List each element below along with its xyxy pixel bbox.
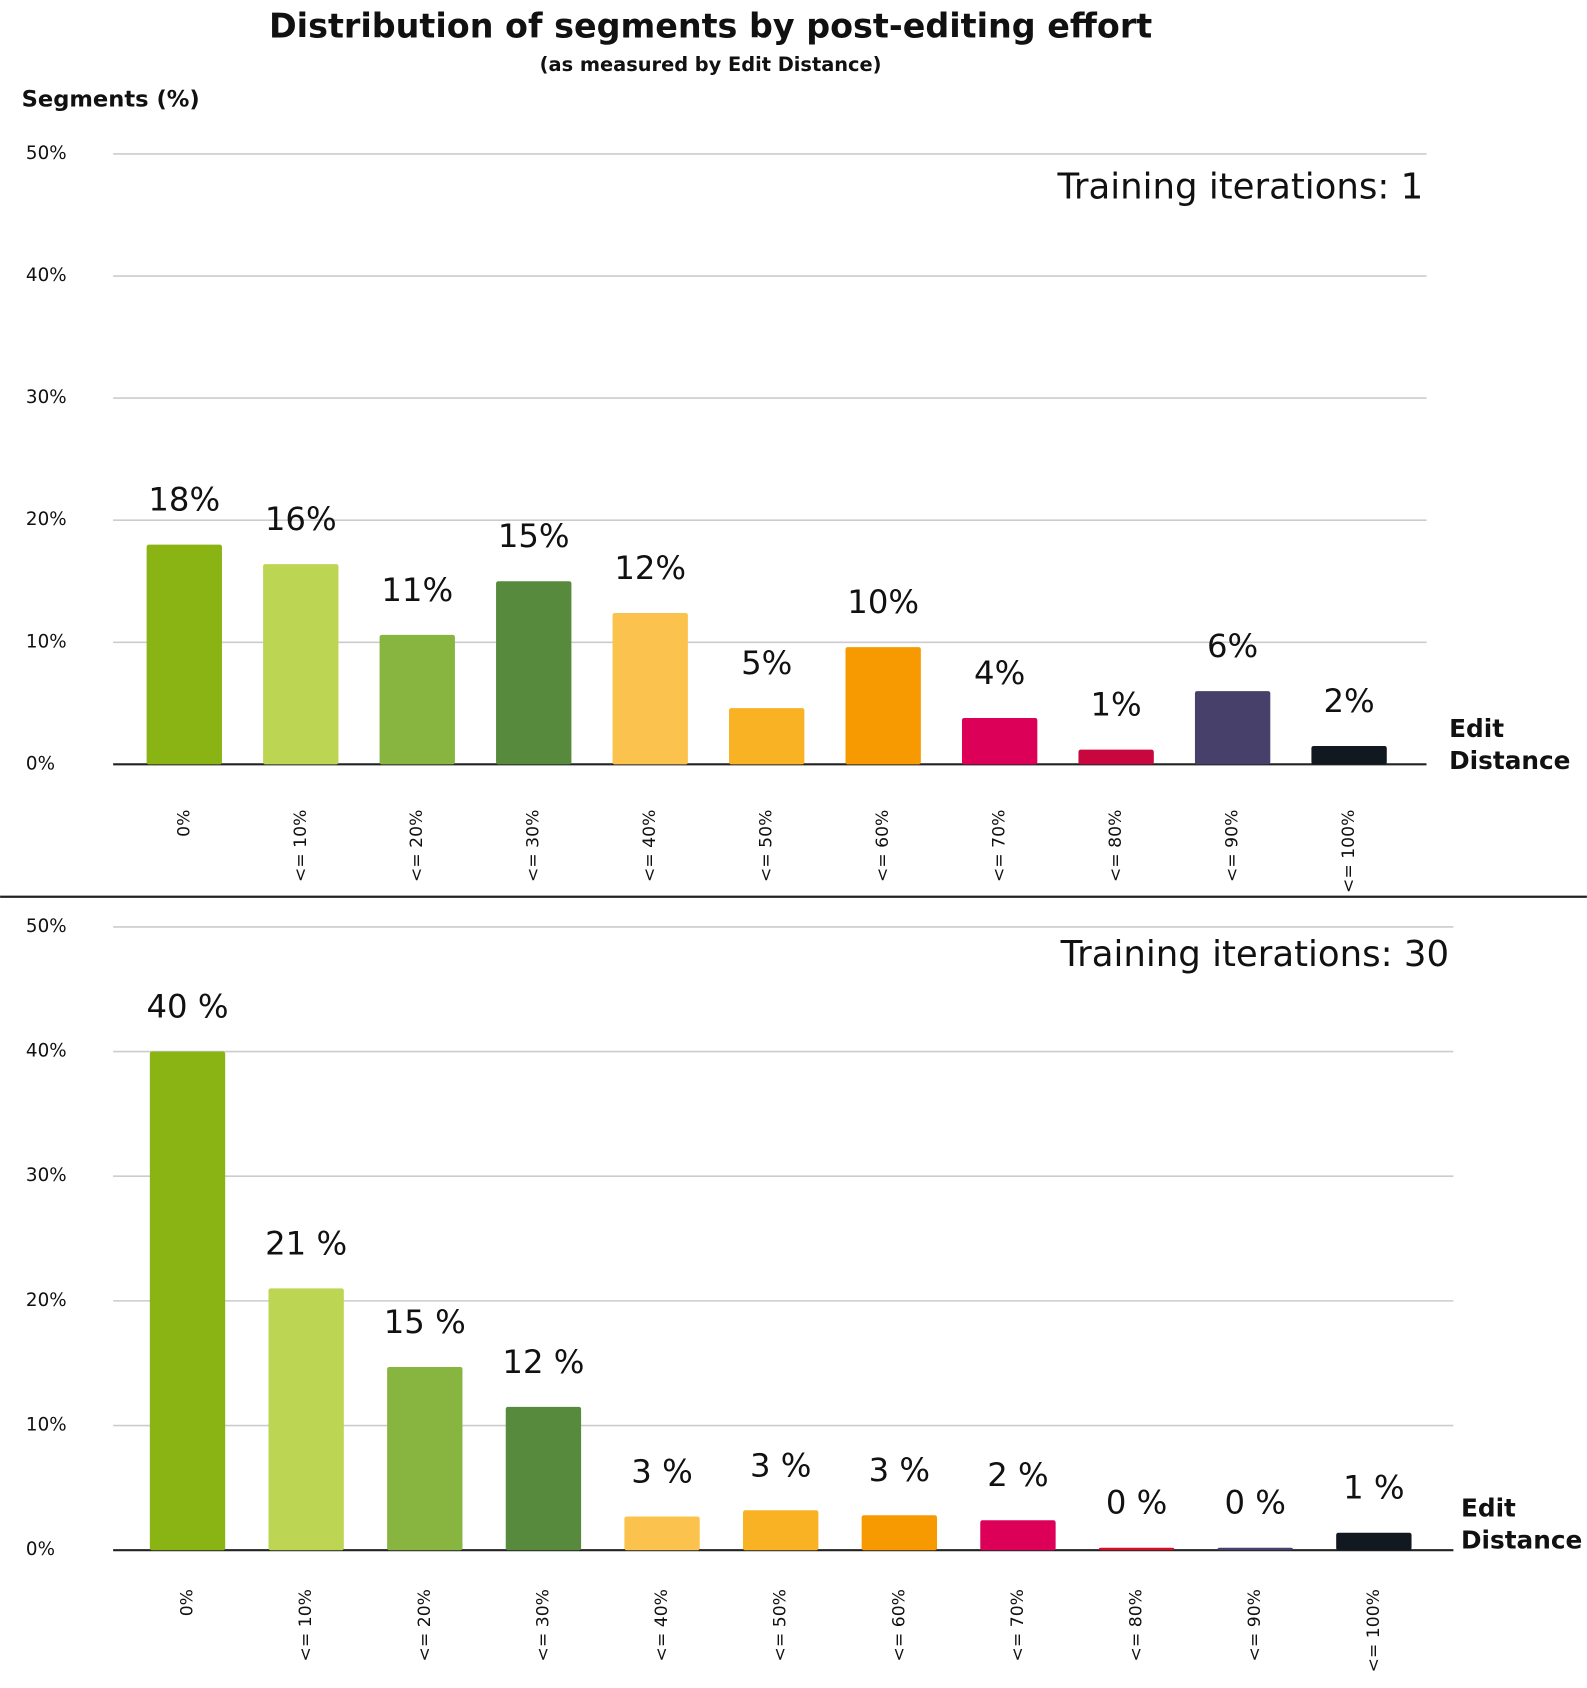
- x-tick-label: <= 60%: [873, 810, 893, 883]
- bar: [263, 564, 339, 765]
- y-tick-label: 20%: [26, 1290, 67, 1311]
- value-label: 12 %: [502, 1343, 584, 1381]
- y-tick-label: 40%: [26, 265, 67, 286]
- value-label: 40 %: [147, 987, 229, 1025]
- value-label: 5%: [741, 644, 792, 682]
- bar: [861, 1515, 938, 1551]
- bar: [149, 1051, 226, 1551]
- bar: [268, 1288, 344, 1551]
- value-label: 3 %: [631, 1452, 692, 1490]
- x-tick-label: <= 100%: [1364, 1589, 1384, 1673]
- value-label: 15 %: [384, 1303, 466, 1341]
- x-axis-label: Edit Distance: [1461, 1493, 1582, 1554]
- value-label: 0 %: [1224, 1484, 1285, 1522]
- bar: [1194, 691, 1271, 765]
- y-tick-label: 30%: [26, 387, 67, 408]
- value-label: 16%: [265, 500, 337, 538]
- y-tick-label: 10%: [26, 631, 67, 652]
- annotation: Training iterations: 1: [1056, 166, 1423, 207]
- x-axis-label-line: Distance: [1449, 746, 1570, 775]
- y-tick-label: 20%: [26, 509, 67, 530]
- y-tick-label: 0%: [26, 753, 55, 774]
- value-label: 4%: [974, 654, 1025, 692]
- y-tick-label: 50%: [26, 916, 67, 937]
- value-label: 2 %: [987, 1456, 1048, 1494]
- x-tick-label: <= 40%: [652, 1589, 672, 1662]
- chart-subtitle: (as measured by Edit Distance): [540, 53, 882, 76]
- x-tick-label: <= 40%: [640, 810, 660, 883]
- chart-title: Distribution of segments by post-editing…: [269, 6, 1152, 45]
- value-label: 18%: [148, 481, 220, 519]
- value-label: 3 %: [869, 1451, 930, 1489]
- x-tick-label: <= 50%: [771, 1589, 791, 1662]
- value-label: 21 %: [265, 1224, 347, 1262]
- x-tick-label: <= 50%: [757, 810, 777, 883]
- value-label: 1%: [1091, 686, 1142, 724]
- x-tick-label: <= 30%: [524, 810, 544, 883]
- value-label: 2%: [1323, 682, 1374, 720]
- y-tick-label: 50%: [26, 143, 67, 164]
- x-tick-label: <= 20%: [407, 810, 427, 883]
- x-axis-label-line: Edit: [1449, 714, 1504, 743]
- value-label: 6%: [1207, 627, 1258, 665]
- bar: [624, 1516, 700, 1551]
- x-tick-label: <= 30%: [533, 1589, 553, 1662]
- y-tick-label: 0%: [26, 1539, 55, 1560]
- y-axis-label: Segments (%): [22, 87, 200, 113]
- bar: [743, 1510, 819, 1551]
- bar: [1336, 1532, 1412, 1551]
- bar: [961, 717, 1038, 765]
- bar: [1311, 746, 1387, 765]
- x-tick-label: <= 100%: [1339, 810, 1359, 894]
- x-tick-label: 0%: [174, 810, 194, 837]
- y-tick-label: 40%: [26, 1041, 67, 1062]
- bar: [146, 544, 222, 765]
- x-tick-label: <= 90%: [1245, 1589, 1265, 1662]
- x-tick-label: 0%: [178, 1589, 198, 1616]
- value-label: 3 %: [750, 1446, 811, 1484]
- bar: [845, 647, 921, 765]
- x-tick-label: <= 80%: [1127, 1589, 1147, 1662]
- bar: [729, 708, 805, 765]
- y-tick-label: 10%: [26, 1415, 67, 1436]
- value-label: 11%: [381, 571, 453, 609]
- x-tick-label: <= 10%: [291, 810, 311, 883]
- x-axis-label: Edit Distance: [1449, 714, 1570, 775]
- x-tick-label: <= 60%: [889, 1589, 909, 1662]
- bar: [505, 1406, 582, 1551]
- x-tick-label: <= 90%: [1223, 810, 1243, 883]
- x-tick-label: <= 70%: [990, 810, 1010, 883]
- x-axis-label-line: Edit: [1461, 1493, 1516, 1522]
- value-label: 0 %: [1106, 1484, 1167, 1522]
- bar: [387, 1366, 463, 1551]
- x-axis-label-line: Distance: [1461, 1526, 1582, 1555]
- y-tick-label: 30%: [26, 1165, 67, 1186]
- value-label: 15%: [498, 517, 570, 555]
- value-label: 12%: [614, 549, 686, 587]
- annotation: Training iterations: 30: [1060, 934, 1449, 975]
- bar: [1098, 1547, 1175, 1551]
- bar: [1078, 749, 1154, 765]
- x-tick-label: <= 80%: [1106, 810, 1126, 883]
- bar: [612, 612, 688, 765]
- bar: [980, 1520, 1056, 1551]
- bar: [1217, 1547, 1293, 1551]
- x-tick-label: <= 70%: [1008, 1589, 1028, 1662]
- value-label: 1 %: [1343, 1469, 1404, 1507]
- value-label: 10%: [847, 583, 919, 621]
- x-tick-label: <= 10%: [296, 1589, 316, 1662]
- x-tick-label: <= 20%: [415, 1589, 435, 1662]
- bar: [496, 581, 572, 765]
- bar: [379, 634, 455, 765]
